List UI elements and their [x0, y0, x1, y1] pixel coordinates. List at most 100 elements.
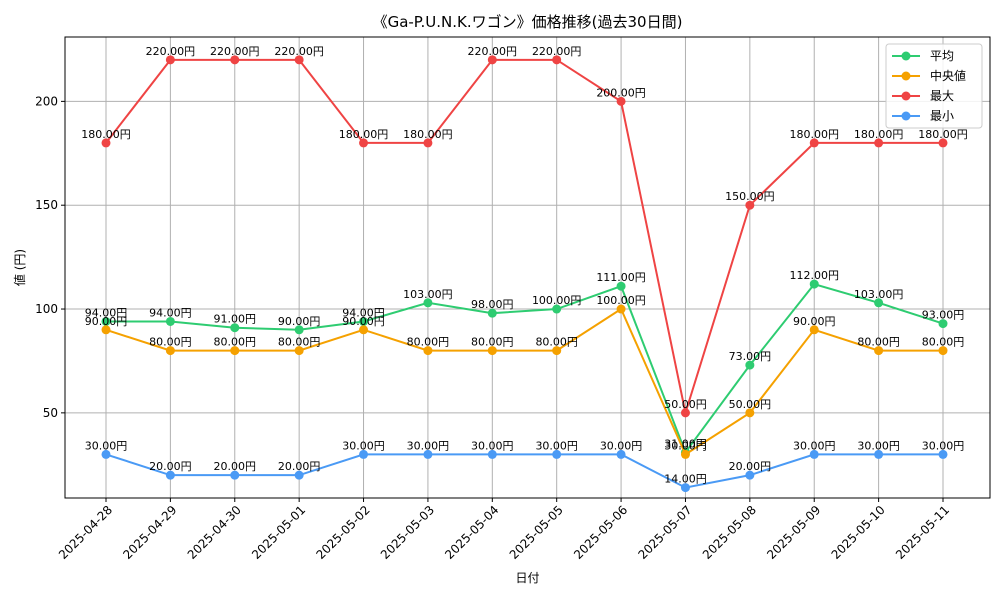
data-label: 103.00円	[854, 288, 904, 301]
series-line	[105, 58, 943, 414]
series-line	[105, 453, 943, 489]
data-label: 94.00円	[85, 306, 128, 319]
data-point	[938, 346, 948, 356]
legend-marker	[901, 91, 911, 101]
data-label: 111.00円	[596, 271, 646, 284]
data-label: 30.00円	[471, 439, 514, 452]
data-label: 30.00円	[922, 439, 965, 452]
plot-area-frame	[64, 36, 991, 499]
data-point	[874, 346, 884, 356]
data-label: 80.00円	[535, 336, 578, 349]
data-label: 220.00円	[146, 45, 196, 58]
data-label: 30.00円	[342, 439, 385, 452]
data-point	[487, 346, 497, 356]
data-label: 20.00円	[214, 460, 257, 473]
legend-marker	[901, 51, 911, 61]
data-label: 180.00円	[403, 128, 453, 141]
data-label: 94.00円	[342, 306, 385, 319]
y-tick-label: 100	[35, 302, 58, 316]
data-point	[294, 325, 304, 335]
y-tick-label: 150	[35, 198, 58, 212]
data-label: 94.00円	[149, 306, 192, 319]
data-label: 200.00円	[596, 86, 646, 99]
data-label: 180.00円	[339, 128, 389, 141]
data-point	[101, 138, 111, 148]
data-point	[487, 308, 497, 318]
data-point	[552, 304, 562, 314]
legend-label: 最小	[930, 109, 954, 123]
data-point	[809, 449, 819, 459]
data-label: 30.00円	[793, 439, 836, 452]
data-label: 103.00円	[403, 288, 453, 301]
data-point	[616, 96, 626, 106]
data-label: 90.00円	[793, 315, 836, 328]
data-label: 14.00円	[664, 473, 707, 486]
data-label: 180.00円	[918, 128, 968, 141]
data-point	[165, 316, 175, 326]
data-point	[230, 346, 240, 356]
data-point	[745, 470, 755, 480]
data-point	[359, 449, 369, 459]
grid	[65, 37, 990, 498]
legend-box	[885, 43, 983, 129]
data-label: 180.00円	[854, 128, 904, 141]
data-point	[938, 319, 948, 329]
data-point	[809, 325, 819, 335]
data-label: 31.00円	[664, 437, 707, 450]
data-point	[938, 449, 948, 459]
data-label: 80.00円	[278, 336, 321, 349]
data-label: 220.00円	[468, 45, 518, 58]
data-label: 30.00円	[407, 439, 450, 452]
data-label: 30.00円	[85, 439, 128, 452]
data-point	[616, 304, 626, 314]
legend-label: 中央値	[930, 68, 966, 83]
data-label: 180.00円	[81, 128, 131, 141]
data-point	[165, 55, 175, 65]
data-label: 30.00円	[600, 439, 643, 452]
data-point	[809, 279, 819, 289]
data-point	[680, 449, 690, 459]
data-point	[874, 298, 884, 308]
data-label: 112.00円	[789, 269, 839, 282]
data-point	[938, 138, 948, 148]
data-point	[809, 138, 819, 148]
data-point	[294, 470, 304, 480]
data-label: 30.00円	[535, 439, 578, 452]
data-label: 91.00円	[214, 313, 257, 326]
series-line	[106, 282, 944, 455]
data-label: 80.00円	[214, 336, 257, 349]
data-label: 220.00円	[274, 45, 324, 58]
data-point	[874, 138, 884, 148]
data-point	[423, 346, 433, 356]
data-point	[359, 138, 369, 148]
data-point	[487, 55, 497, 65]
data-label: 50.00円	[729, 398, 772, 411]
data-label: 30.00円	[857, 439, 900, 452]
data-point	[680, 408, 690, 418]
data-label: 90.00円	[278, 315, 321, 328]
series-line	[105, 307, 943, 456]
data-point	[359, 316, 369, 326]
data-point	[165, 470, 175, 480]
data-point	[423, 298, 433, 308]
data-point	[230, 55, 240, 65]
data-label: 20.00円	[149, 460, 192, 473]
data-point	[745, 200, 755, 210]
data-point	[230, 323, 240, 333]
data-point	[359, 325, 369, 335]
data-point	[294, 55, 304, 65]
legend-marker	[901, 111, 911, 121]
data-labels: 94.00円 94.00円 91.00円 90.00円94.00円103.00円98.…	[81, 45, 968, 486]
data-point	[101, 449, 111, 459]
data-point	[552, 55, 562, 65]
data-point	[487, 449, 497, 459]
data-label: 80.00円	[922, 336, 965, 349]
data-label: 80.00円	[857, 336, 900, 349]
data-point	[552, 449, 562, 459]
data-label: 50.00円	[664, 398, 707, 411]
data-label: 180.00円	[789, 128, 839, 141]
